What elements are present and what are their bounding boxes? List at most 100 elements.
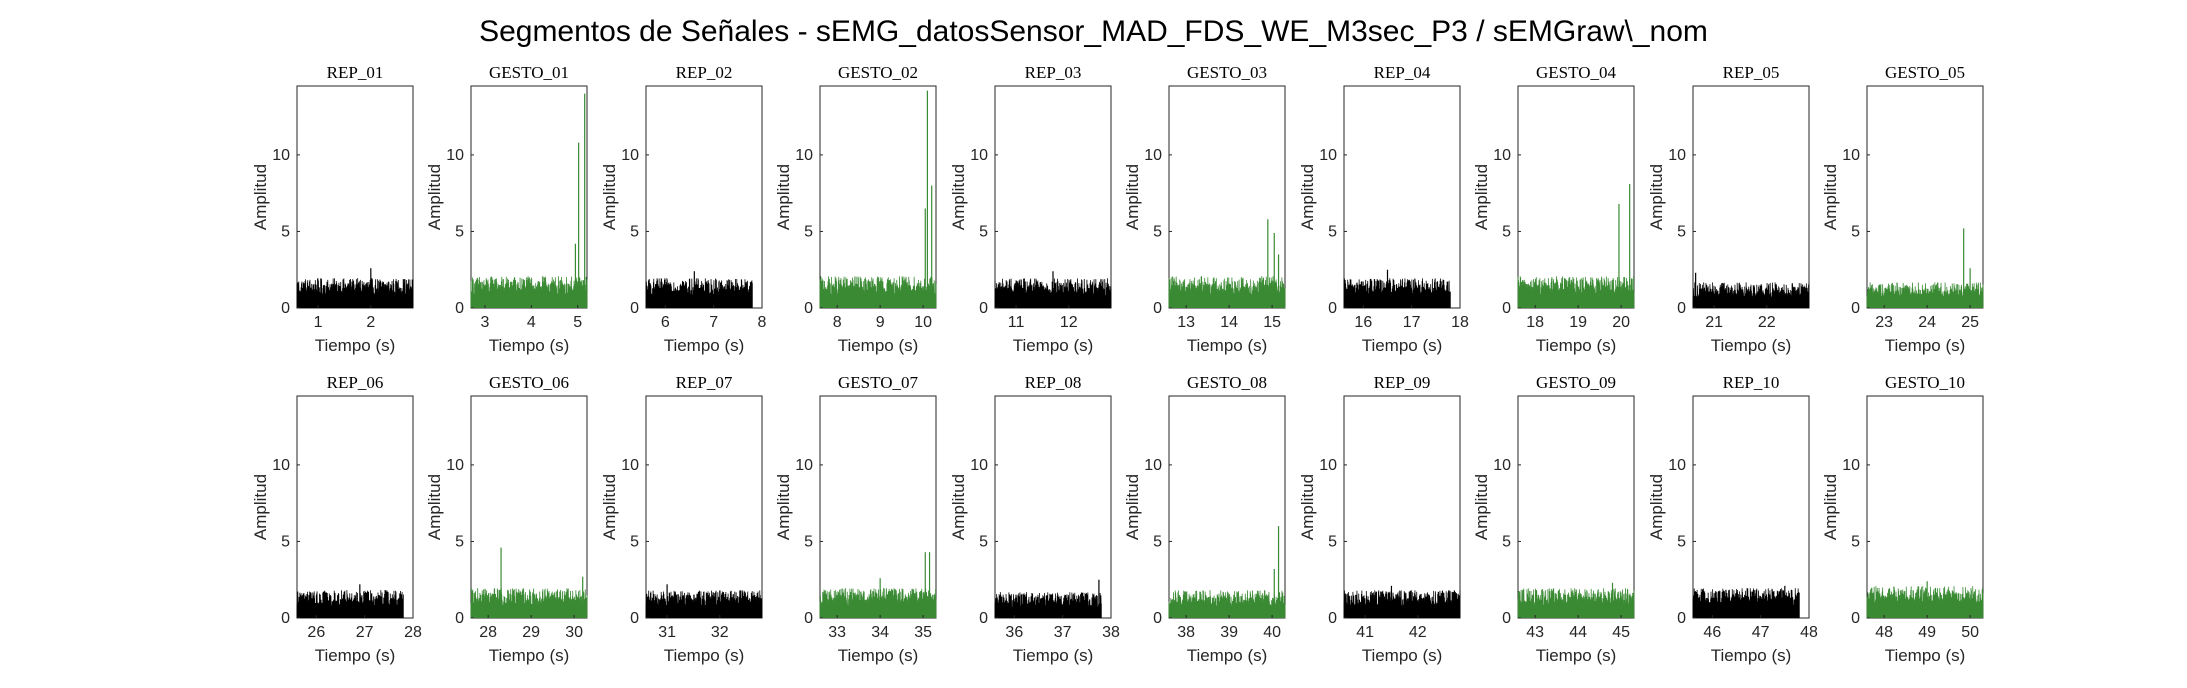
- y-tick-label: 5: [1851, 533, 1860, 550]
- y-tick-label: 0: [630, 300, 639, 317]
- y-tick-label: 10: [1493, 147, 1511, 164]
- y-axis-label: Amplitud: [425, 164, 444, 230]
- y-tick-label: 5: [281, 533, 290, 550]
- x-tick-label: 6: [661, 314, 670, 331]
- plot-area: [471, 396, 587, 618]
- y-tick-label: 0: [1677, 300, 1686, 317]
- y-tick-label: 10: [272, 457, 290, 474]
- y-tick-label: 10: [621, 147, 639, 164]
- plot-area: [1867, 86, 1983, 308]
- subplot-rep-08: 051036 37 38REP_08Tiempo (s)Amplitud: [949, 373, 1120, 665]
- subplot-gesto-02: 05108 9 10GESTO_02Tiempo (s)Amplitud: [774, 63, 936, 355]
- x-tick-label: 48: [1800, 624, 1818, 641]
- y-axis-label: Amplitud: [1647, 164, 1666, 230]
- subplot-gesto-07: 051033 34 35GESTO_07Tiempo (s)Amplitud: [774, 373, 936, 665]
- signal-band: [471, 295, 587, 308]
- subplot-gesto-09: 051043 44 45GESTO_09Tiempo (s)Amplitud: [1472, 373, 1634, 665]
- plot-area: [1169, 396, 1285, 618]
- x-tick-label: 2: [366, 314, 375, 331]
- subplot-gesto-04: 0 5 10 18 19 20 GESTO_04 Tiempo (s) Amplitud: [1472, 63, 1634, 355]
- subplot-gesto-03: 051013 14 15GESTO_03Tiempo (s)Amplitud: [1123, 63, 1285, 355]
- x-tick-label: 15: [1263, 314, 1281, 331]
- figure-title: Segmentos de Señales - sEMG_datosSensor_…: [479, 15, 1708, 48]
- y-tick-label: 0: [979, 300, 988, 317]
- y-tick-label: 5: [1677, 223, 1686, 240]
- y-tick-label: 0: [1153, 300, 1162, 317]
- x-tick-label: 27: [356, 624, 374, 641]
- y-tick-label: 5: [455, 533, 464, 550]
- y-tick-label: 5: [804, 533, 813, 550]
- y-axis-label: Amplitud: [1647, 474, 1666, 540]
- y-axis-label: Amplitud: [1123, 164, 1142, 230]
- y-tick-label: 10: [970, 147, 988, 164]
- y-tick-label: 0: [1328, 300, 1337, 317]
- x-tick-label: 21: [1705, 314, 1723, 331]
- x-tick-label: 19: [1569, 314, 1587, 331]
- y-axis-label: Amplitud: [1123, 474, 1142, 540]
- x-tick-label: 22: [1758, 314, 1776, 331]
- y-tick-label: 5: [1153, 533, 1162, 550]
- subplot-title: REP_07: [676, 373, 733, 392]
- subplot-rep-06: 051026 27 28REP_06Tiempo (s)Amplitud: [251, 373, 422, 665]
- y-tick-label: 0: [804, 610, 813, 627]
- plot-area: [820, 86, 936, 308]
- x-tick-label: 29: [522, 624, 540, 641]
- subplot-rep-05: 051021 22REP_05Tiempo (s)Amplitud: [1647, 63, 1809, 355]
- x-axis-label: Tiempo (s): [1187, 646, 1268, 665]
- y-tick-label: 0: [455, 300, 464, 317]
- subplot-title: GESTO_08: [1187, 373, 1267, 392]
- signal-band: [646, 606, 762, 618]
- y-tick-label: 10: [1842, 457, 1860, 474]
- subplot-title: REP_01: [327, 63, 384, 82]
- y-tick-label: 5: [979, 223, 988, 240]
- y-axis-label: Amplitud: [949, 164, 968, 230]
- y-tick-label: 0: [281, 610, 290, 627]
- y-tick-label: 10: [1144, 457, 1162, 474]
- x-tick-label: 8: [758, 314, 767, 331]
- subplot-title: REP_08: [1025, 373, 1082, 392]
- y-tick-label: 5: [1328, 223, 1337, 240]
- subplot-rep-09: 0 5 10 41 42 REP_09 Tiempo (s) Amplitud: [1298, 373, 1460, 665]
- y-axis-label: Amplitud: [425, 474, 444, 540]
- y-tick-label: 5: [1677, 533, 1686, 550]
- x-tick-label: 24: [1918, 314, 1936, 331]
- x-tick-label: 14: [1220, 314, 1238, 331]
- plot-area: [1344, 86, 1460, 308]
- y-axis-label: Amplitud: [1298, 474, 1317, 540]
- x-axis-label: Tiempo (s): [489, 646, 570, 665]
- signal-band: [1693, 297, 1809, 308]
- y-axis-label: Amplitud: [600, 164, 619, 230]
- y-tick-label: 0: [1502, 610, 1511, 627]
- y-axis-label: Amplitud: [600, 474, 619, 540]
- subplot-rep-10: 051046 47 48REP_10Tiempo (s)Amplitud: [1647, 373, 1818, 665]
- x-tick-label: 7: [709, 314, 718, 331]
- subplot-title: GESTO_02: [838, 63, 918, 82]
- x-tick-label: 12: [1060, 314, 1078, 331]
- x-tick-label: 45: [1612, 624, 1630, 641]
- y-tick-label: 5: [630, 223, 639, 240]
- subplot-title: GESTO_01: [489, 63, 569, 82]
- plot-area: [820, 396, 936, 618]
- x-axis-label: Tiempo (s): [664, 646, 745, 665]
- x-axis-label: Tiempo (s): [315, 336, 396, 355]
- y-tick-label: 10: [1144, 147, 1162, 164]
- plot-area: [1344, 396, 1460, 618]
- x-tick-label: 30: [565, 624, 583, 641]
- x-tick-label: 17: [1403, 314, 1421, 331]
- y-axis-label: Amplitud: [774, 474, 793, 540]
- signal-band: [1344, 606, 1460, 618]
- subplot-title: REP_06: [327, 373, 384, 392]
- subplot-title: REP_09: [1374, 373, 1431, 392]
- x-tick-label: 42: [1409, 624, 1427, 641]
- signal-band: [297, 295, 413, 308]
- x-tick-label: 26: [307, 624, 325, 641]
- subplot-gesto-06: 0 5 10 28 29 30 GESTO_06 Tiempo (s) Amplitud: [425, 373, 587, 665]
- signal-band: [1344, 295, 1450, 308]
- x-tick-label: 1: [314, 314, 323, 331]
- x-tick-label: 50: [1961, 624, 1979, 641]
- subplot-rep-07: 0 5 10 31 32 REP_07 Tiempo (s) Amplitud: [600, 373, 762, 665]
- y-tick-label: 10: [1842, 147, 1860, 164]
- y-tick-label: 5: [979, 533, 988, 550]
- subplot-gesto-01: 05103 4 5GESTO_01Tiempo (s)Amplitud: [425, 63, 587, 355]
